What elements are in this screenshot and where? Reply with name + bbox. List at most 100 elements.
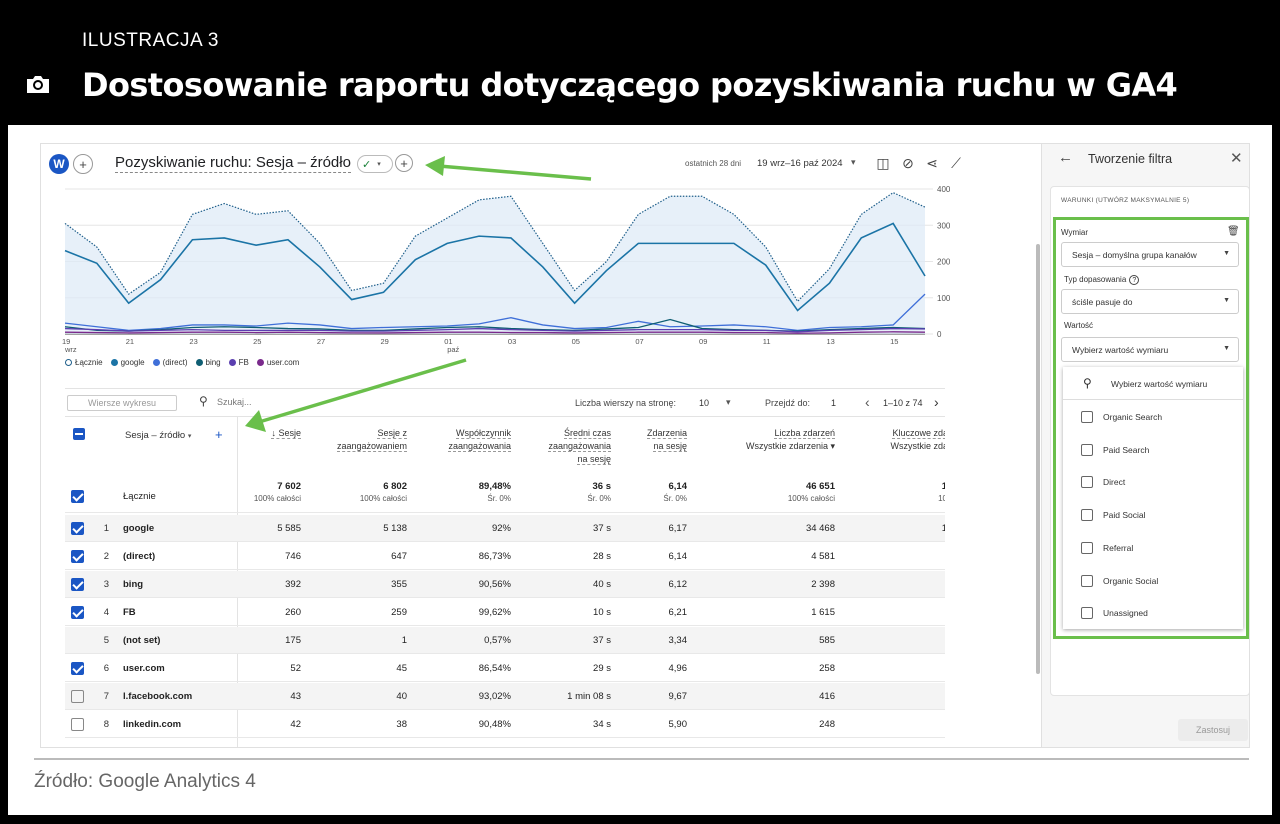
table-cell: 260 — [285, 607, 301, 618]
table-cell: 34 s — [593, 719, 611, 730]
option-checkbox[interactable] — [1081, 607, 1093, 620]
row-checkbox[interactable] — [71, 578, 84, 591]
goto-input[interactable]: 1 — [831, 398, 837, 408]
row-checkbox[interactable] — [71, 522, 84, 535]
table-cell: 6,17 — [668, 523, 688, 534]
table-row[interactable]: 1 google 5 585 5 138 92% 37 s 6,17 34 468 1 — [65, 515, 945, 542]
table-cell: 92% — [491, 523, 511, 534]
close-icon[interactable]: ✕ — [1230, 150, 1243, 167]
back-arrow-icon[interactable]: ← — [1058, 149, 1073, 166]
column-header[interactable]: Współczynnik zaangażowania — [448, 427, 511, 453]
row-checkbox[interactable] — [71, 662, 84, 675]
legend-item[interactable]: user.com — [256, 358, 299, 367]
report-status-dropdown[interactable]: ✓ ▾ — [357, 155, 393, 173]
option-checkbox[interactable] — [1081, 476, 1093, 489]
table-row[interactable]: 5 (not set) 175 1 0,57% 37 s 3,34 585 — [65, 627, 945, 654]
add-filter-button[interactable]: + — [395, 154, 413, 172]
table-row[interactable]: 4 FB 260 259 99,62% 10 s 6,21 1 615 — [65, 599, 945, 626]
row-number: 4 — [103, 607, 109, 618]
table-cell: 28 s — [593, 551, 611, 562]
table-cell: 5 138 — [383, 523, 407, 534]
totals-checkbox[interactable] — [71, 490, 84, 503]
column-header[interactable]: Liczba zdarzeń Wszystkie zdarzenia ▾ — [746, 427, 835, 453]
rows-per-page-select[interactable]: 10 — [699, 398, 710, 408]
table-cell: 1 — [942, 523, 945, 534]
column-header-text: Kluczowe zdar — [892, 428, 945, 439]
avatar[interactable]: W — [49, 154, 69, 174]
option-item[interactable]: Paid Social — [1081, 509, 1146, 522]
table-cell: 9,67 — [668, 691, 688, 702]
dropdown-search-input[interactable]: Wybierz wartość wymiaru — [1111, 379, 1208, 389]
option-item[interactable]: Paid Search — [1081, 443, 1149, 456]
chevron-down-icon: ▼ — [1223, 345, 1230, 352]
ga4-screenshot: W + Pozyskiwanie ruchu: Sesja – źródło ✓… — [40, 143, 1250, 748]
row-checkbox[interactable] — [71, 718, 84, 731]
option-item[interactable]: Referral — [1081, 541, 1133, 554]
scrollbar[interactable] — [1036, 244, 1040, 674]
apply-button[interactable]: Zastosuj — [1178, 719, 1248, 741]
column-header[interactable]: Zdarzenia na sesję — [646, 427, 687, 453]
option-item[interactable]: Direct — [1081, 476, 1125, 489]
table-row[interactable]: 6 user.com 52 45 86,54% 29 s 4,96 258 — [65, 655, 945, 682]
table-row[interactable]: 2 (direct) 746 647 86,73% 28 s 6,14 4 581 — [65, 543, 945, 570]
option-checkbox[interactable] — [1081, 509, 1093, 522]
search-input[interactable]: Szukaj... — [217, 397, 252, 407]
add-dimension-button[interactable]: + — [215, 427, 223, 442]
table-cell: 258 — [819, 663, 835, 674]
trash-icon[interactable]: 🗑 — [1227, 226, 1240, 237]
table-cell: 5,90 — [668, 719, 688, 730]
report-title[interactable]: Pozyskiwanie ruchu: Sesja – źródło — [115, 154, 351, 173]
chart-rows-button[interactable]: Wiersze wykresu — [67, 395, 177, 411]
dimension-header[interactable]: Sesja – źródło ▾ — [125, 430, 192, 441]
add-comparison-button[interactable]: + — [73, 154, 93, 174]
column-header[interactable]: ↓ Sesje — [271, 427, 301, 440]
legend-item[interactable]: Łącznie — [65, 358, 103, 367]
legend-item[interactable]: (direct) — [152, 358, 188, 367]
match-type-select[interactable]: ściśle pasuje do ▼ — [1061, 289, 1239, 314]
legend-swatch — [110, 359, 118, 366]
row-checkbox[interactable] — [71, 690, 84, 703]
date-range[interactable]: 19 wrz–16 paź 2024 — [757, 158, 843, 169]
date-preset[interactable]: ostatnich 28 dni — [685, 159, 742, 168]
row-checkbox[interactable] — [71, 550, 84, 563]
row-checkbox[interactable] — [71, 606, 84, 619]
select-all-checkbox[interactable] — [73, 428, 85, 440]
option-item[interactable]: Organic Search — [1081, 411, 1162, 423]
check-circle-icon: ✓ — [362, 158, 372, 171]
date-dropdown-icon[interactable]: ▾ — [851, 157, 856, 167]
table-cell: 248 — [819, 719, 835, 730]
next-page-icon[interactable]: › — [934, 394, 939, 410]
x-tick-label: 19 — [62, 337, 70, 346]
legend-item[interactable]: bing — [195, 358, 221, 367]
option-checkbox[interactable] — [1081, 574, 1093, 587]
legend-swatch — [65, 359, 72, 366]
chevron-down-icon[interactable]: ▾ — [726, 397, 731, 407]
value-select[interactable]: Wybierz wartość wymiaru ▼ — [1061, 337, 1239, 362]
row-name: user.com — [123, 663, 165, 674]
legend-item[interactable]: google — [110, 358, 145, 367]
insights-icon[interactable]: ⊘ — [902, 154, 914, 171]
prev-page-icon[interactable]: ‹ — [865, 394, 870, 410]
title-row: Dostosowanie raportu dotyczącego pozyski… — [0, 66, 1280, 106]
column-header[interactable]: Średni czas zaangażowania na sesję — [548, 427, 611, 466]
option-checkbox[interactable] — [1081, 443, 1093, 456]
share-icon[interactable]: ⋖ — [926, 154, 938, 171]
option-checkbox[interactable] — [1081, 411, 1093, 423]
column-header[interactable]: Kluczowe zdar Wszystkie zdar — [890, 427, 945, 453]
help-icon[interactable]: ? — [1129, 275, 1140, 285]
table-row[interactable]: 7 l.facebook.com 43 40 93,02% 1 min 08 s 9,67 4… — [65, 683, 945, 710]
legend-item[interactable]: FB — [228, 358, 249, 367]
option-item[interactable]: Organic Social — [1081, 574, 1158, 587]
option-label: Organic Search — [1103, 412, 1163, 422]
compare-icon[interactable]: ◫ — [876, 154, 890, 171]
trend-icon[interactable]: ⟋ — [951, 154, 961, 171]
table-cell: 99,62% — [478, 607, 511, 618]
option-checkbox[interactable] — [1081, 541, 1093, 554]
table-row[interactable]: 3 bing 392 355 90,56% 40 s 6,12 2 398 — [65, 571, 945, 598]
figure-header: ILUSTRACJA 3 Dostosowanie raportu dotycz… — [0, 0, 1280, 122]
column-header[interactable]: Sesje z zaangażowaniem — [336, 427, 407, 453]
option-item[interactable]: Unassigned — [1081, 607, 1148, 620]
dimension-select[interactable]: Sesja – domyślna grupa kanałów ▼ — [1061, 242, 1239, 267]
table-row[interactable]: 8 linkedin.com 42 38 90,48% 34 s 5,90 248 — [65, 711, 945, 738]
